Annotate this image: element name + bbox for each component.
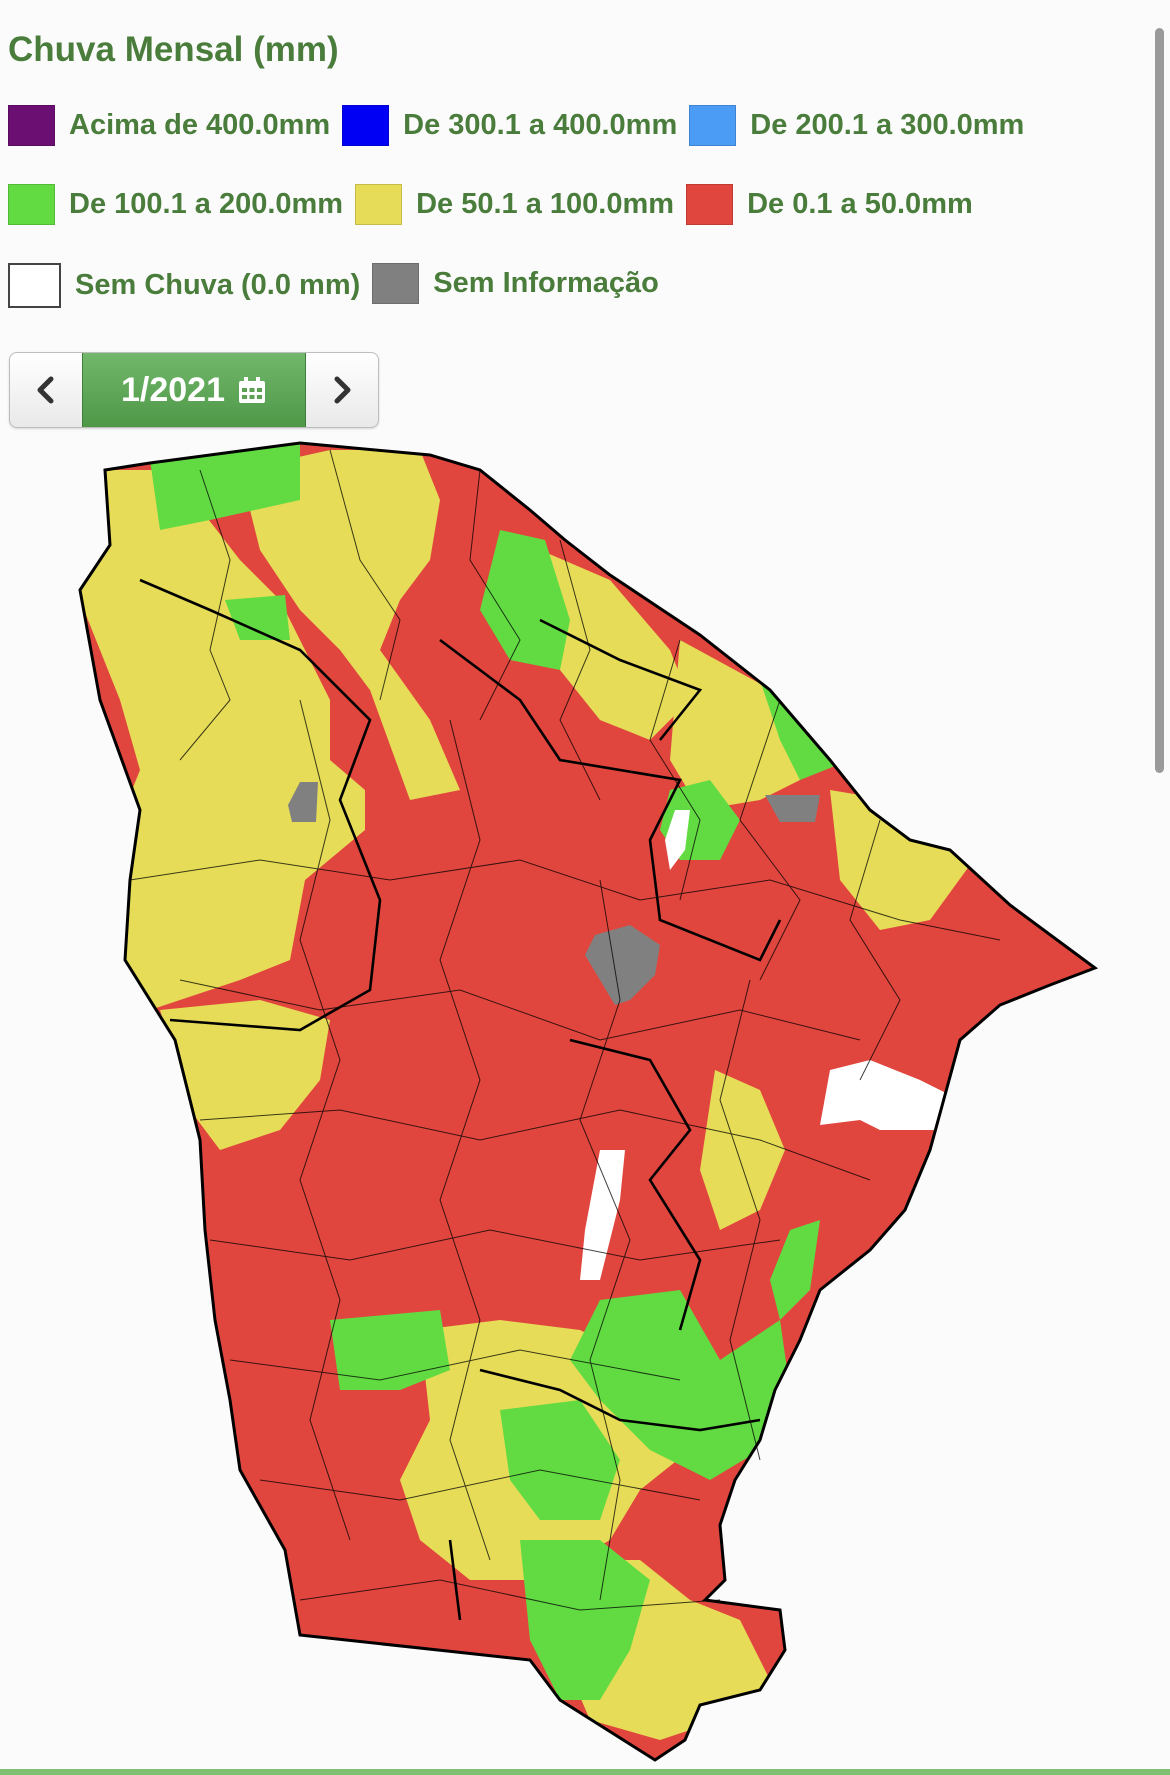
region-no-info bbox=[765, 795, 820, 822]
region-rain-100-200 bbox=[570, 1290, 790, 1480]
legend-label: Acima de 400.0mm bbox=[69, 109, 331, 141]
date-picker-button[interactable]: 1/2021 bbox=[82, 353, 306, 427]
prev-month-button[interactable] bbox=[10, 353, 82, 427]
legend-item-50-100: De 50.1 a 100.0mm bbox=[355, 184, 674, 225]
date-value: 1/2021 bbox=[121, 370, 225, 409]
region-rain-100-200 bbox=[520, 1540, 650, 1700]
legend-row: De 100.1 a 200.0mm De 50.1 a 100.0mm De … bbox=[8, 184, 1118, 263]
legend-label: De 0.1 a 50.0mm bbox=[747, 188, 973, 220]
legend-swatch bbox=[689, 105, 737, 146]
region-no-info bbox=[585, 925, 660, 1005]
legend-item-above-400: Acima de 400.0mm bbox=[8, 105, 330, 146]
region-rain-100-200 bbox=[330, 1310, 450, 1390]
legend-swatch bbox=[342, 105, 390, 146]
region-rain-100-200 bbox=[770, 1220, 820, 1320]
legend-item-no-rain: Sem Chuva (0.0 mm) bbox=[8, 263, 360, 308]
region-rain-100-200 bbox=[500, 1400, 620, 1520]
legend-swatch bbox=[8, 105, 55, 146]
bottom-bar bbox=[0, 1769, 1170, 1775]
page-title: Chuva Mensal (mm) bbox=[8, 30, 339, 69]
legend-swatch bbox=[8, 263, 61, 308]
region-no-info bbox=[288, 782, 318, 822]
legend-swatch bbox=[686, 184, 734, 225]
legend-label: De 300.1 a 400.0mm bbox=[403, 109, 678, 141]
legend-item-no-info: Sem Informação bbox=[372, 263, 659, 304]
legend-item-100-200: De 100.1 a 200.0mm bbox=[8, 184, 343, 225]
region-rain-100-200 bbox=[225, 595, 290, 640]
legend-label: De 100.1 a 200.0mm bbox=[69, 188, 344, 220]
region-rain-50-100 bbox=[670, 640, 800, 810]
calendar-icon bbox=[239, 377, 265, 403]
legend: Acima de 400.0mm De 300.1 a 400.0mm De 2… bbox=[8, 105, 1118, 342]
scrollbar-thumb[interactable] bbox=[1155, 28, 1164, 773]
municipality-regions bbox=[80, 443, 1095, 1760]
state-outline bbox=[78, 441, 1099, 1762]
region-rain-50-100 bbox=[830, 790, 970, 930]
chevron-right-icon bbox=[334, 376, 351, 404]
legend-swatch bbox=[8, 184, 55, 225]
legend-label: De 50.1 a 100.0mm bbox=[416, 188, 675, 220]
legend-label: Sem Informação bbox=[433, 267, 659, 299]
region-no-rain bbox=[820, 1060, 960, 1130]
legend-row: Sem Chuva (0.0 mm) Sem Informação bbox=[8, 263, 1118, 342]
region-rain-100-200 bbox=[150, 443, 300, 530]
legend-item-300-400: De 300.1 a 400.0mm bbox=[342, 105, 677, 146]
chevron-left-icon bbox=[37, 376, 54, 404]
region-no-rain bbox=[665, 810, 690, 870]
region-borders bbox=[139, 578, 782, 1621]
date-navigator: 1/2021 bbox=[9, 352, 379, 428]
next-month-button[interactable] bbox=[306, 353, 378, 427]
legend-item-0-50: De 0.1 a 50.0mm bbox=[686, 184, 973, 225]
region-rain-50-100 bbox=[700, 1070, 785, 1230]
rainfall-map[interactable] bbox=[0, 425, 1170, 1770]
region-rain-100-200 bbox=[480, 530, 570, 670]
legend-swatch bbox=[355, 184, 403, 225]
municipality-borders bbox=[129, 449, 1001, 1611]
region-rain-50-100 bbox=[160, 1000, 330, 1150]
legend-row: Acima de 400.0mm De 300.1 a 400.0mm De 2… bbox=[8, 105, 1118, 184]
region-rain-50-100 bbox=[80, 470, 365, 1010]
legend-label: De 200.1 a 300.0mm bbox=[750, 109, 1025, 141]
legend-item-200-300: De 200.1 a 300.0mm bbox=[689, 105, 1024, 146]
region-rain-50-100 bbox=[240, 450, 460, 800]
legend-swatch bbox=[372, 263, 420, 304]
region-no-rain bbox=[580, 1150, 625, 1280]
legend-label: Sem Chuva (0.0 mm) bbox=[75, 269, 361, 301]
